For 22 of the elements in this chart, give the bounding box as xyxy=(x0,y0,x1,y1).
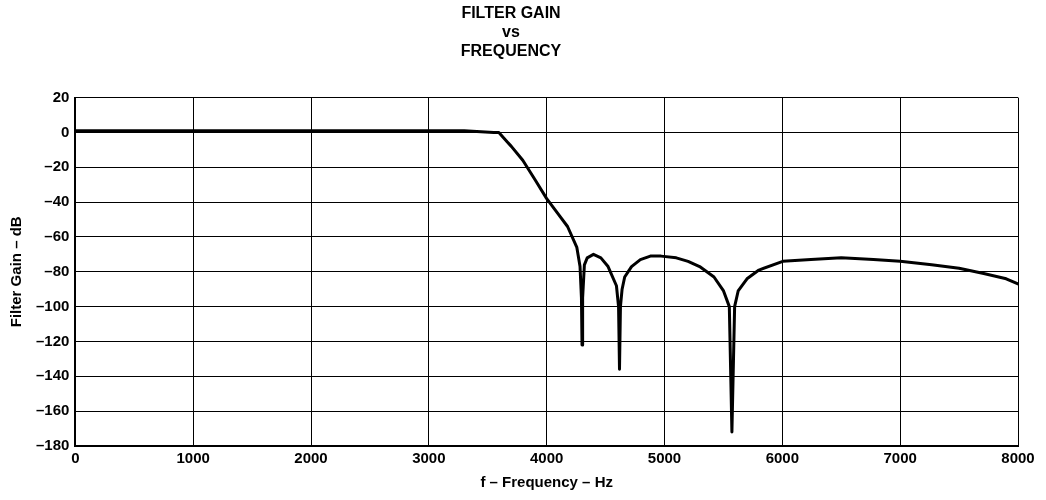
x-tick-label: 7000 xyxy=(883,449,917,467)
x-tick-label: 6000 xyxy=(765,449,800,467)
y-tick-label: 20 xyxy=(52,87,70,105)
x-tick-label: 3000 xyxy=(412,449,446,467)
x-tick-label: 2000 xyxy=(294,449,328,467)
y-tick-label: 0 xyxy=(61,122,70,140)
y-tick-label: –40 xyxy=(44,192,70,210)
y-axis-title: Filter Gain – dB xyxy=(7,216,25,328)
y-tick-label: –60 xyxy=(44,227,70,245)
y-tick-label: –20 xyxy=(44,157,70,175)
chart-title: FILTER GAIN vs FREQUENCY xyxy=(460,4,562,60)
y-tick-label: –120 xyxy=(35,331,70,349)
y-tick-label: –140 xyxy=(35,366,70,384)
x-tick-label: 4000 xyxy=(530,449,564,467)
y-tick-label: –80 xyxy=(44,261,70,279)
x-tick-label: 8000 xyxy=(1001,449,1035,467)
y-tick-label: –180 xyxy=(35,436,70,454)
x-tick-label: 1000 xyxy=(176,449,210,467)
y-tick-label: –160 xyxy=(35,401,70,419)
x-axis-title: f – Frequency – Hz xyxy=(480,473,613,491)
y-tick-label: –100 xyxy=(35,296,70,314)
x-tick-label: 5000 xyxy=(647,449,682,467)
